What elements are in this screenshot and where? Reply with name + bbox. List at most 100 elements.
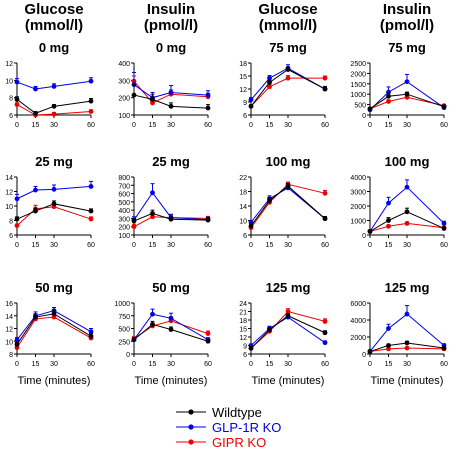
data-point [51,201,57,207]
y-tick-label: 6 [243,233,247,240]
series-line [133,212,209,222]
column-header-line: (mmol/l) [259,17,317,34]
column-header-line: Glucose [258,1,317,18]
y-tick-label: 24 [239,301,247,308]
data-point [205,331,211,336]
legend-label: GIPR KO [212,435,266,450]
y-tick-label: 250 [118,339,130,346]
series-line [369,186,445,232]
x-axis-label: Time (minutes) [252,375,325,387]
data-point [386,326,391,331]
x-axis-label: Time (minutes) [135,375,208,387]
data-point [14,97,20,102]
series-line [133,216,209,228]
data-point [386,346,391,352]
x-tick-label: 0 [249,361,253,368]
series-line [369,211,445,232]
x-tick-label: 15 [32,122,40,129]
data-point [88,78,94,84]
series-line [369,342,445,352]
x-tick-label: 0 [15,242,19,249]
y-tick-label: 21 [239,310,247,317]
y-tick-label: 8 [9,96,13,103]
y-tick-label: 10 [5,78,13,85]
y-tick-label: 22 [239,175,247,182]
data-point [367,106,373,112]
x-tick-label: 0 [132,122,136,129]
y-tick-label: 12 [5,61,13,68]
x-tick-label: 30 [284,361,292,368]
data-point [14,337,20,343]
x-tick-label: 0 [15,361,19,368]
data-point [168,315,174,321]
x-tick-label: 15 [32,361,40,368]
data-point [168,90,174,95]
data-point [404,79,410,85]
legend-label: GLP-1R KO [212,420,281,435]
data-point [150,214,155,220]
panel-title: 50 mg [152,280,190,295]
column-headers: Glucose(mmol/l)Insulin(pmol/l)Glucose(mm… [24,1,434,34]
x-tick-label: 30 [167,122,175,129]
data-point [441,104,447,110]
data-point [404,91,410,97]
y-tick-label: 6 [243,113,247,120]
data-point [248,223,254,229]
data-point [322,340,328,346]
data-point [205,217,211,223]
x-tick-label: 30 [167,242,175,249]
data-point [322,86,328,92]
data-point [14,79,20,85]
panel-title: 25 mg [152,154,190,169]
legend-marker [188,409,194,415]
y-tick-label: 2500 [350,61,366,68]
y-tick-label: 400 [118,61,130,68]
y-tick-label: 15 [239,74,247,81]
data-point [205,338,211,344]
y-tick-label: 750 [118,314,130,321]
y-tick-label: 9 [243,344,247,351]
series-line [133,191,209,221]
data-point [267,84,272,90]
data-point [367,228,373,234]
y-tick-label: 0 [126,352,130,359]
data-point [14,223,20,228]
series-line [369,347,445,352]
series-line [133,94,209,109]
panel-title: 25 mg [35,154,73,169]
chart-panel: 75 mg 0 500 1000 1500 2000 2500 0 15 30 60 [350,40,448,129]
x-axis-label: Time (minutes) [371,375,444,387]
data-point [322,330,328,336]
y-tick-label: 10 [5,204,13,211]
data-point [51,84,57,89]
data-point [33,208,38,214]
y-tick-label: 6 [243,352,247,359]
data-point [51,311,57,317]
y-tick-label: 300 [118,78,130,85]
y-tick-label: 4000 [350,175,366,182]
x-tick-label: 30 [403,361,411,368]
series-line [250,310,326,349]
data-point [150,190,155,196]
data-point [14,196,20,202]
chart-panel: 75 mg 6 9 12 15 18 0 15 30 60 [239,40,329,129]
series-line [16,310,92,341]
data-point [267,75,272,81]
panel-title: 100 mg [385,154,430,169]
x-tick-label: 60 [87,122,95,129]
x-tick-label: 60 [321,242,329,249]
series-line [16,313,92,345]
series-line [16,316,92,348]
x-tick-label: 60 [204,122,212,129]
y-tick-label: 6 [9,233,13,240]
y-tick-label: 1000 [350,92,366,99]
data-point [404,345,410,351]
data-point [386,200,391,206]
y-tick-label: 12 [5,190,13,197]
x-tick-label: 0 [249,242,253,249]
y-tick-label: 18 [239,318,247,325]
data-point [131,92,137,98]
data-point [51,111,57,117]
